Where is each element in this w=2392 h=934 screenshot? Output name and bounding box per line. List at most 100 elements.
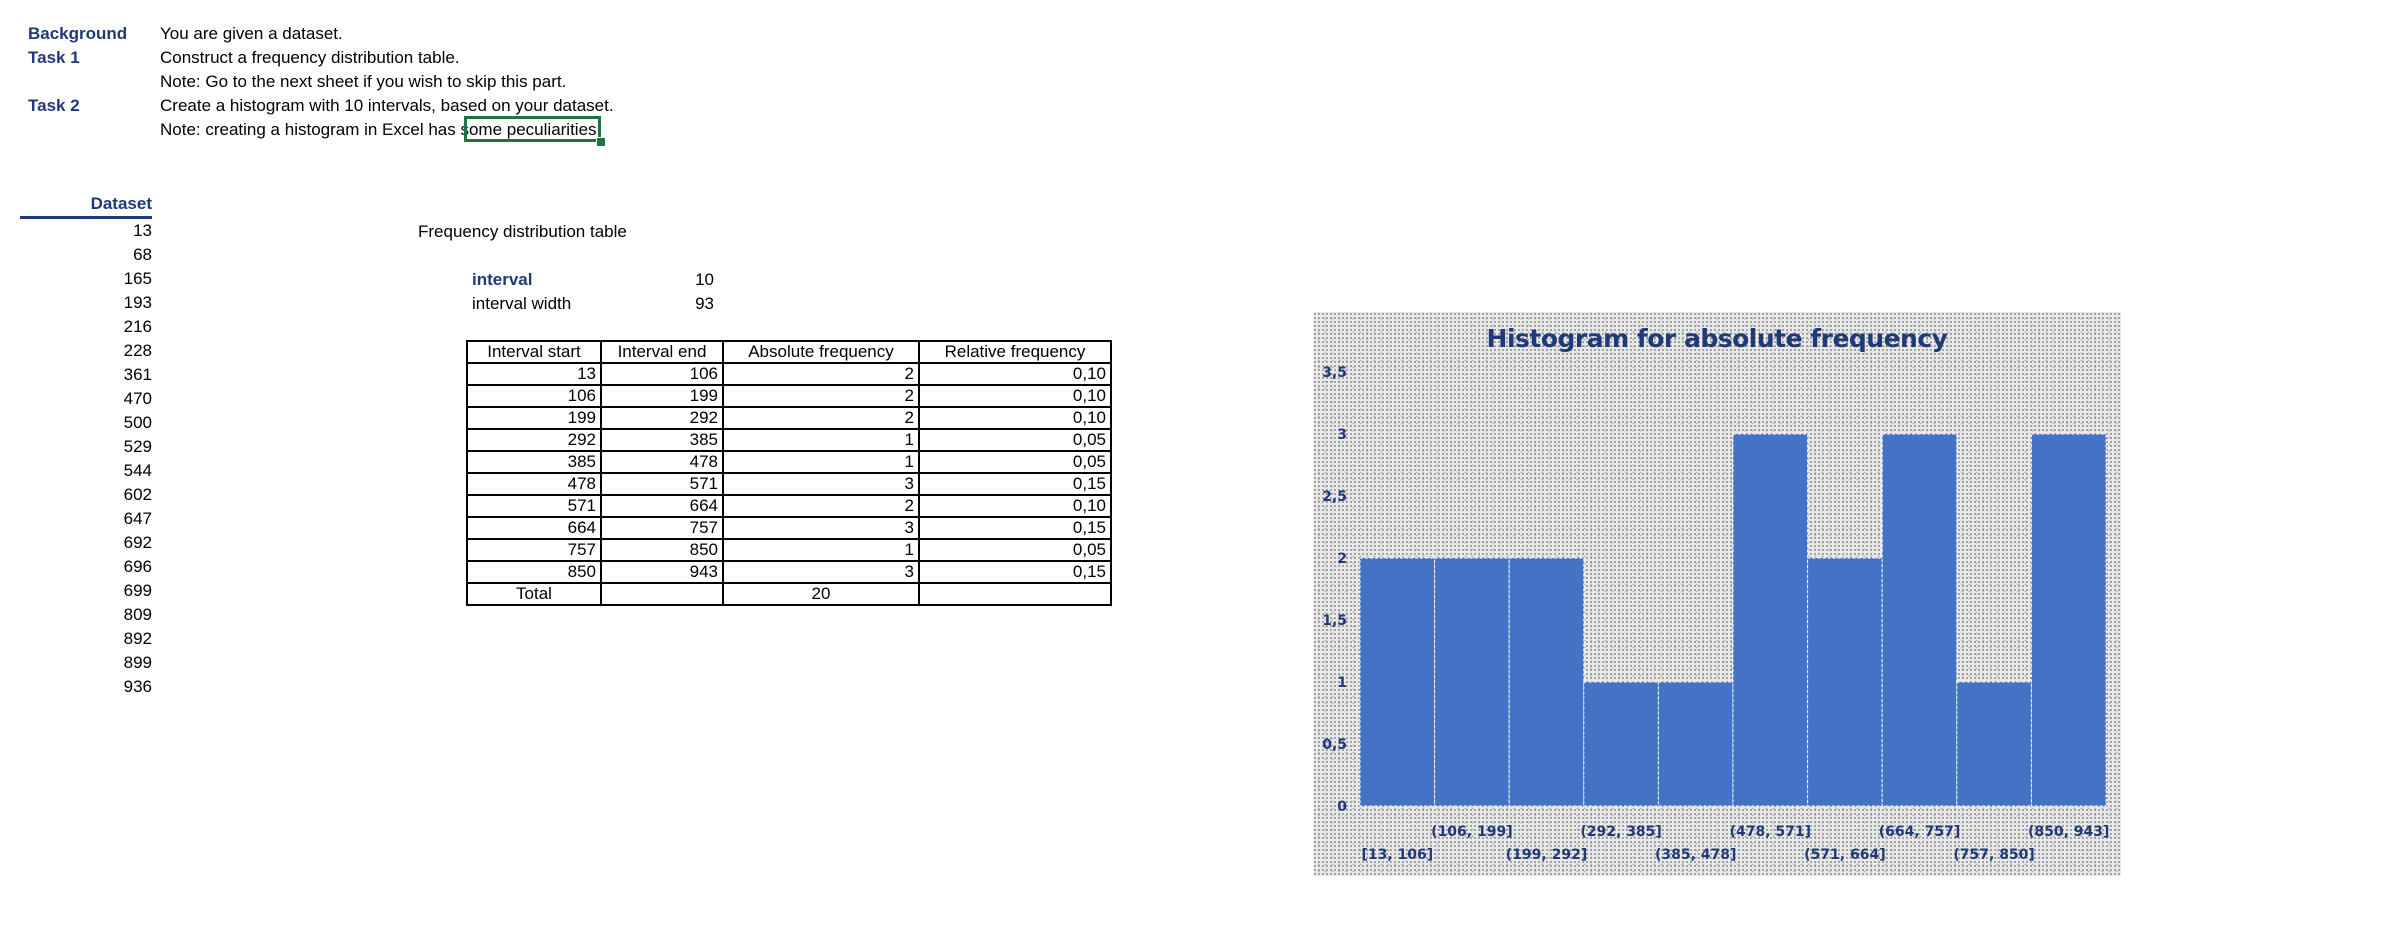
dataset-value[interactable]: 692 xyxy=(123,533,152,552)
relative-frequency-cell[interactable]: 0,10 xyxy=(918,494,1112,518)
interval-end-cell[interactable]: 292 xyxy=(600,406,724,430)
y-tick-label: 1,5 xyxy=(1322,613,1347,629)
relative-frequency-cell[interactable]: 0,10 xyxy=(918,384,1112,408)
interval-end-cell[interactable]: 478 xyxy=(600,450,724,474)
interval-start-cell[interactable]: 106 xyxy=(466,384,602,408)
dataset-value[interactable]: 361 xyxy=(123,365,152,384)
interval-start-cell[interactable]: 571 xyxy=(466,494,602,518)
interval-start-cell[interactable]: 13 xyxy=(466,362,602,386)
histogram-bar[interactable] xyxy=(1359,557,1436,807)
dataset-value[interactable]: 696 xyxy=(123,557,152,576)
dataset-value[interactable]: 699 xyxy=(123,581,152,600)
y-tick-label: 0,5 xyxy=(1322,737,1347,753)
chart-plot-area: 0 0,5 1 1,5 2 2,5 3 3,5 [13, 106] (106, 199] (199,… xyxy=(1322,365,2109,863)
absolute-frequency-cell[interactable]: 1 xyxy=(722,428,920,452)
interval-start-cell[interactable]: 199 xyxy=(466,406,602,430)
histogram-bar[interactable] xyxy=(1657,681,1734,807)
table-row: 385 478 1 0,05 xyxy=(466,450,1112,474)
dataset-value[interactable]: 899 xyxy=(123,653,152,672)
table-row: 199 292 2 0,10 xyxy=(466,406,1112,430)
absolute-frequency-cell[interactable]: 3 xyxy=(722,472,920,496)
interval-end-cell[interactable]: 199 xyxy=(600,384,724,408)
relative-frequency-cell[interactable]: 0,10 xyxy=(918,406,1112,430)
dataset-value[interactable]: 529 xyxy=(123,437,152,456)
total-row: Total 20 xyxy=(466,582,1112,606)
relative-frequency-cell[interactable]: 0,15 xyxy=(918,516,1112,540)
y-tick-label: 3 xyxy=(1337,427,1347,443)
interval-start-cell[interactable]: 292 xyxy=(466,428,602,452)
dataset-value[interactable]: 500 xyxy=(123,413,152,432)
relative-frequency-cell[interactable]: 0,15 xyxy=(918,560,1112,584)
histogram-bar[interactable] xyxy=(1434,557,1510,807)
task1-label: Task 1 xyxy=(28,48,80,67)
histogram-bar[interactable] xyxy=(1956,681,2032,807)
histogram-bar[interactable] xyxy=(2030,433,2107,807)
interval-start-cell[interactable]: 757 xyxy=(466,538,602,562)
table-row: 571 664 2 0,10 xyxy=(466,494,1112,518)
dataset-value[interactable]: 68 xyxy=(133,245,152,264)
dataset-value[interactable]: 892 xyxy=(123,629,152,648)
task1-text: Construct a frequency distribution table… xyxy=(160,48,460,67)
interval-start-cell[interactable]: 478 xyxy=(466,472,602,496)
absolute-frequency-cell[interactable]: 2 xyxy=(722,494,920,518)
interval-end-cell[interactable]: 850 xyxy=(600,538,724,562)
dataset-value[interactable]: 13 xyxy=(133,221,152,240)
relative-frequency-cell[interactable]: 0,15 xyxy=(918,472,1112,496)
dataset-value[interactable]: 470 xyxy=(123,389,152,408)
absolute-frequency-cell[interactable]: 2 xyxy=(722,406,920,430)
dataset-value[interactable]: 165 xyxy=(123,269,152,288)
interval-value[interactable]: 10 xyxy=(695,270,714,289)
dataset-value[interactable]: 809 xyxy=(123,605,152,624)
dataset-value[interactable]: 647 xyxy=(123,509,152,528)
total-empty-cell[interactable] xyxy=(918,582,1112,606)
relative-frequency-cell[interactable]: 0,05 xyxy=(918,538,1112,562)
histogram-bar[interactable] xyxy=(1807,557,1883,807)
interval-end-cell[interactable]: 664 xyxy=(600,494,724,518)
relative-frequency-cell[interactable]: 0,05 xyxy=(918,428,1112,452)
interval-end-cell[interactable]: 757 xyxy=(600,516,724,540)
histogram-bar[interactable] xyxy=(1881,433,1958,807)
table-row: 757 850 1 0,05 xyxy=(466,538,1112,562)
interval-width-value[interactable]: 93 xyxy=(695,294,714,313)
absolute-frequency-cell[interactable]: 1 xyxy=(722,450,920,474)
absolute-frequency-cell[interactable]: 3 xyxy=(722,516,920,540)
dataset-value[interactable]: 544 xyxy=(123,461,152,480)
selected-cell[interactable] xyxy=(464,116,601,142)
dataset-column: Dataset 13 68 165 193 216 228 361 470 500 529 544 6… xyxy=(20,192,152,699)
y-tick-label: 2,5 xyxy=(1322,489,1347,505)
absolute-frequency-cell[interactable]: 1 xyxy=(722,538,920,562)
y-tick-label: 3,5 xyxy=(1322,365,1347,381)
table-row: 478 571 3 0,15 xyxy=(466,472,1112,496)
relative-frequency-cell[interactable]: 0,10 xyxy=(918,362,1112,386)
col-header-interval-end: Interval end xyxy=(600,340,724,364)
dataset-value[interactable]: 602 xyxy=(123,485,152,504)
x-category-label: [13, 106] xyxy=(1361,847,1433,863)
histogram-bar[interactable] xyxy=(1732,433,1809,807)
dataset-value[interactable]: 216 xyxy=(123,317,152,336)
interval-end-cell[interactable]: 571 xyxy=(600,472,724,496)
relative-frequency-cell[interactable]: 0,05 xyxy=(918,450,1112,474)
dataset-values: 13 68 165 193 216 228 361 470 500 529 544 602 647 692… xyxy=(20,219,152,699)
interval-end-cell[interactable]: 385 xyxy=(600,428,724,452)
interval-start-cell[interactable]: 850 xyxy=(466,560,602,584)
interval-start-cell[interactable]: 664 xyxy=(466,516,602,540)
dataset-value[interactable]: 193 xyxy=(123,293,152,312)
absolute-frequency-cell[interactable]: 3 xyxy=(722,560,920,584)
histogram-chart[interactable]: Histogram for absolute frequency 0 0,5 1 1,… xyxy=(1313,312,2121,876)
interval-end-cell[interactable]: 106 xyxy=(600,362,724,386)
table-row: 13 106 2 0,10 xyxy=(466,362,1112,386)
interval-start-cell[interactable]: 385 xyxy=(466,450,602,474)
x-category-label: (757, 850] xyxy=(1953,847,2034,863)
dataset-value[interactable]: 228 xyxy=(123,341,152,360)
dataset-value[interactable]: 936 xyxy=(123,677,152,696)
fill-handle[interactable] xyxy=(596,137,606,147)
absolute-frequency-cell[interactable]: 2 xyxy=(722,384,920,408)
interval-end-cell[interactable]: 943 xyxy=(600,560,724,584)
total-empty-cell[interactable] xyxy=(600,582,724,606)
absolute-frequency-cell[interactable]: 2 xyxy=(722,362,920,386)
histogram-bar[interactable] xyxy=(1583,681,1659,807)
x-category-label: (850, 943] xyxy=(2028,824,2109,840)
total-value[interactable]: 20 xyxy=(722,582,920,606)
task1-note: Note: Go to the next sheet if you wish t… xyxy=(160,72,567,91)
histogram-bar[interactable] xyxy=(1508,557,1585,807)
